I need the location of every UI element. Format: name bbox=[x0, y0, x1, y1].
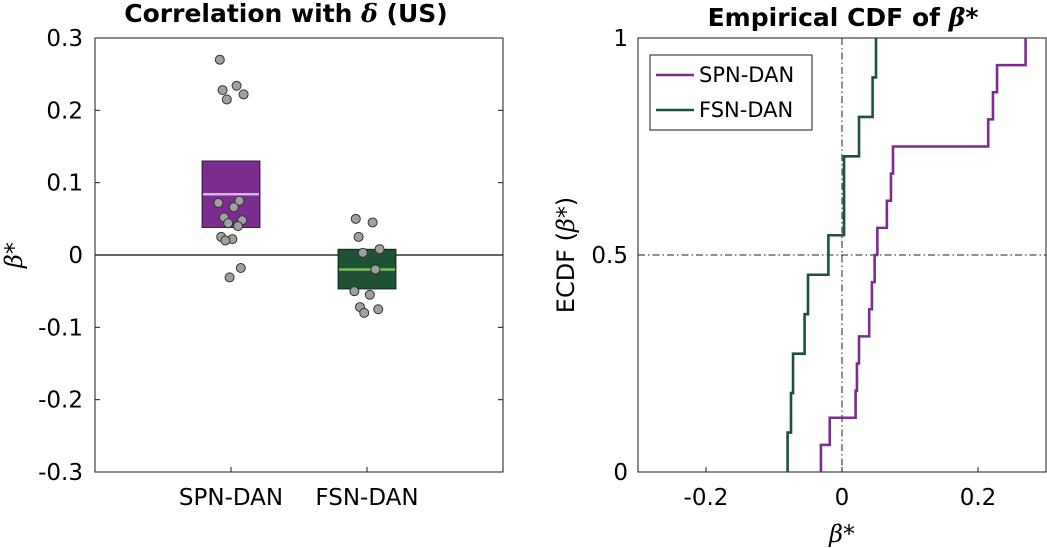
data-point bbox=[228, 202, 239, 213]
data-point bbox=[374, 244, 385, 255]
data-point bbox=[233, 221, 243, 232]
left-y-tick-label: -0.1 bbox=[38, 315, 83, 341]
data-point bbox=[231, 80, 242, 91]
data-point bbox=[221, 94, 232, 105]
legend-box bbox=[649, 54, 813, 131]
left-x-ticks: SPN-DAN FSN-DAN bbox=[179, 467, 419, 511]
ecdf-line-fsn-dan bbox=[786, 38, 878, 472]
data-point bbox=[223, 218, 234, 229]
data-point bbox=[238, 89, 249, 100]
left-y-tick-label: -0.3 bbox=[38, 460, 83, 486]
right-legend: SPN-DAN FSN-DAN bbox=[649, 54, 813, 131]
right-series bbox=[786, 38, 1027, 472]
data-point bbox=[349, 286, 360, 297]
left-chart-title: Correlation with δ (US) bbox=[124, 0, 447, 28]
data-point bbox=[367, 217, 378, 228]
left-y-axis-label: β* bbox=[0, 242, 28, 269]
data-point bbox=[373, 304, 384, 315]
data-point bbox=[353, 231, 364, 242]
left-x-tick-label: FSN-DAN bbox=[315, 485, 418, 511]
ecdf-line-spn-dan bbox=[819, 38, 1027, 472]
left-x-tick-label: SPN-DAN bbox=[179, 485, 283, 511]
right-x-axis-label: β* bbox=[828, 520, 855, 548]
right-y-tick-label: 0.5 bbox=[591, 243, 628, 269]
legend-label-spn-dan: SPN-DAN bbox=[699, 63, 794, 87]
data-point bbox=[359, 307, 370, 318]
data-point bbox=[213, 197, 224, 208]
left-y-tick-label: -0.2 bbox=[38, 388, 83, 414]
data-point bbox=[234, 195, 245, 206]
left-y-tick-label: 0.1 bbox=[46, 171, 83, 197]
right-chart-title: Empirical CDF of β* bbox=[708, 3, 979, 32]
right-y-tick-label: 1 bbox=[613, 26, 628, 52]
right-reference-lines bbox=[638, 38, 1046, 472]
right-panel: Empirical CDF of β* ECDF (β*) β* 0 0.5 1 -0… bbox=[552, 3, 1047, 548]
legend-label-fsn-dan: FSN-DAN bbox=[699, 98, 793, 122]
data-point bbox=[357, 247, 368, 258]
data-point bbox=[214, 54, 225, 65]
left-y-tick-label: 0.3 bbox=[46, 26, 83, 52]
data-point bbox=[370, 264, 381, 275]
right-y-axis-label: ECDF (β*) bbox=[552, 197, 580, 313]
right-x-tick-label: -0.2 bbox=[684, 485, 729, 511]
data-point bbox=[235, 263, 246, 274]
data-point bbox=[220, 235, 231, 246]
left-y-tick-label: 0 bbox=[68, 243, 83, 269]
data-point bbox=[364, 289, 375, 300]
left-panel: Correlation with δ (US) β* 0.3 0.2 0.1 0 -0.… bbox=[0, 0, 504, 511]
right-ticks: 0 0.5 1 -0.2 0 0.2 bbox=[591, 26, 996, 511]
right-x-tick-label: 0 bbox=[835, 485, 850, 511]
data-point bbox=[224, 272, 235, 283]
right-y-tick-label: 0 bbox=[613, 460, 628, 486]
left-y-ticks: 0.3 0.2 0.1 0 -0.1 -0.2 -0.3 bbox=[38, 26, 503, 486]
left-boxes bbox=[95, 54, 503, 318]
data-point bbox=[217, 85, 228, 96]
left-y-tick-label: 0.2 bbox=[46, 98, 83, 124]
right-x-tick-label: 0.2 bbox=[960, 485, 997, 511]
data-point bbox=[350, 213, 361, 224]
